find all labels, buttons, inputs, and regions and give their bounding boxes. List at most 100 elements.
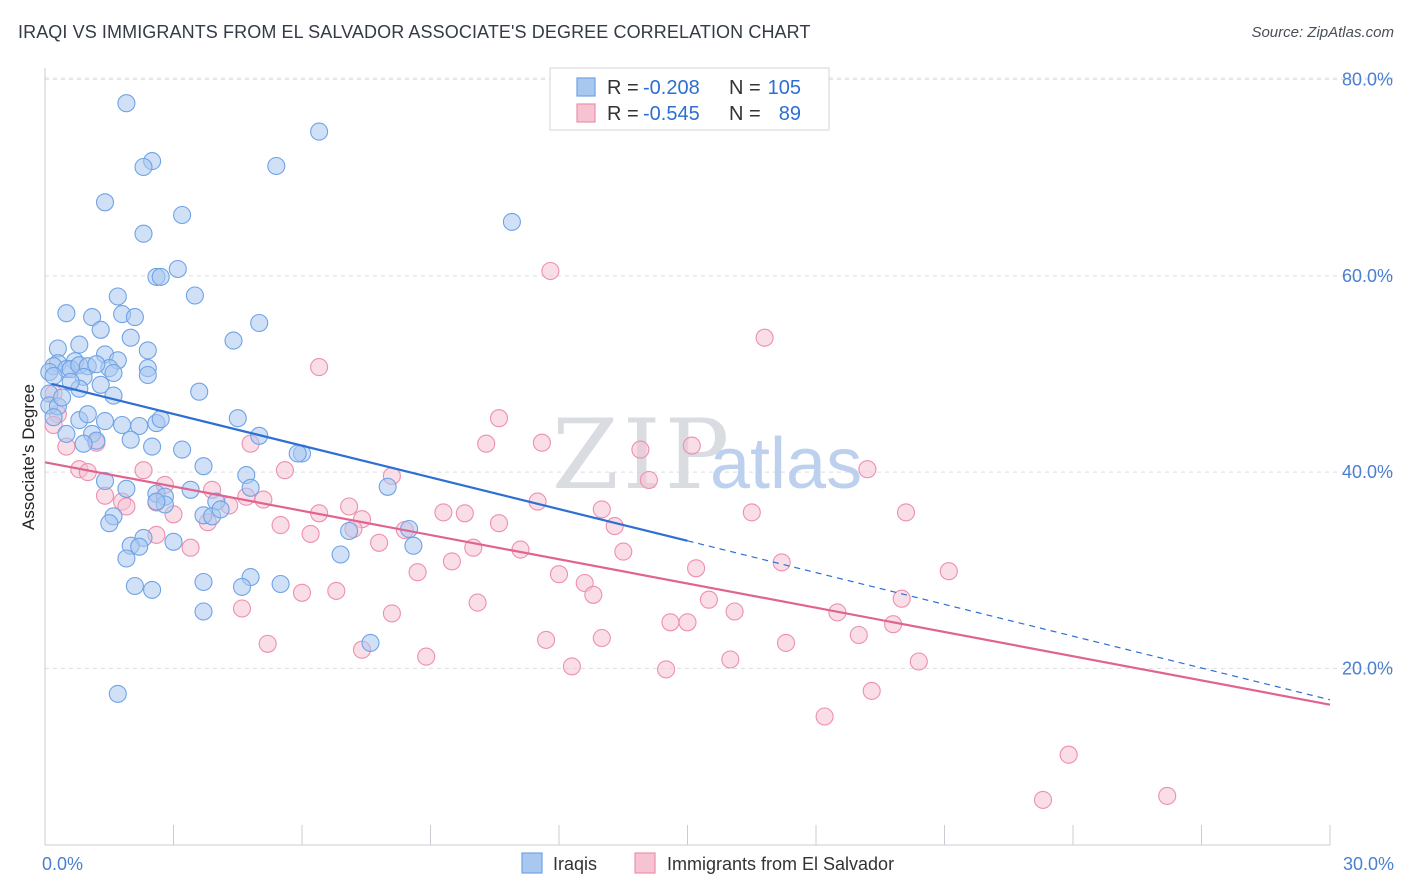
legend-label-iraqis: Iraqis (553, 854, 597, 874)
y-tick-label: 20.0% (1342, 658, 1393, 678)
series-el-salvador-points (44, 261, 1177, 809)
iraqis-point (168, 259, 187, 279)
iraqis-point (143, 580, 162, 599)
source-credit: Source: ZipAtlas.com (1251, 24, 1394, 41)
el-salvador-point (489, 409, 509, 428)
iraqis-point (57, 304, 76, 323)
iraqis-point (194, 457, 213, 476)
el-salvador-point (682, 436, 701, 455)
iraqis-point (125, 308, 144, 327)
iraqis-point (74, 434, 93, 453)
iraqis-point (44, 366, 63, 386)
el-salvador-point (477, 434, 496, 453)
y-tick-label: 80.0% (1342, 70, 1393, 90)
x-tick-labels: 0.0% 30.0% (42, 854, 1394, 874)
iraqis-point (361, 633, 380, 652)
el-salvador-point (1033, 790, 1053, 809)
iraqis-point (61, 372, 80, 391)
el-salvador-point (896, 503, 916, 522)
iraqis-point (147, 492, 166, 511)
el-salvador-point (408, 563, 427, 582)
el-salvador-point (301, 524, 320, 543)
legend-label-el-salvador: Immigrants from El Salvador (667, 854, 894, 874)
iraqis-point (117, 479, 136, 498)
el-salvador-point (340, 497, 359, 516)
iraqis-point (378, 477, 397, 496)
iraqis-point (224, 331, 243, 350)
stats-n-label-1: N = (729, 77, 761, 99)
el-salvador-point (181, 538, 200, 557)
iraqis-point (95, 412, 115, 431)
el-salvador-point (742, 503, 761, 522)
iraqis-point (95, 193, 115, 212)
iraqis-point (53, 388, 72, 407)
el-salvador-point (614, 542, 633, 561)
iraqis-point (95, 471, 115, 491)
el-salvador-point (489, 514, 509, 533)
iraqis-point (502, 212, 521, 231)
stats-r-value-1: -0.208 (643, 77, 700, 99)
iraqis-point (117, 94, 136, 113)
el-salvador-point (417, 647, 436, 666)
iraqis-point (331, 545, 350, 564)
stats-n-label-2: N = (729, 103, 761, 125)
el-salvador-point (699, 590, 718, 609)
el-salvador-point (232, 599, 252, 618)
iraqis-point (185, 286, 204, 305)
iraqis-point (173, 205, 192, 225)
trend-lines (44, 382, 1331, 706)
el-salvador-point (532, 433, 551, 452)
el-salvador-point (468, 593, 487, 612)
el-salvador-point (858, 460, 877, 479)
iraqis-trend-line (51, 382, 688, 542)
el-salvador-point (1158, 786, 1177, 805)
y-tick-label: 40.0% (1342, 462, 1393, 482)
iraqis-point (164, 532, 183, 551)
el-salvador-point (909, 652, 928, 671)
iraqis-point (78, 405, 97, 424)
el-salvador-point (434, 503, 453, 522)
iraqis-point (143, 437, 162, 456)
el-salvador-point (725, 602, 744, 621)
stats-r-value-2: -0.545 (643, 103, 700, 125)
el-salvador-point (292, 583, 312, 602)
iraqis-point (44, 408, 63, 427)
stats-box: R = -0.208 N = 105 R = -0.545 N = 89 (549, 67, 830, 131)
iraqis-point (232, 577, 252, 596)
iraqis-point (113, 415, 132, 435)
el-salvador-point (605, 517, 624, 536)
el-salvador-point (657, 660, 676, 679)
el-salvador-point (862, 681, 881, 700)
y-axis-title: Associate's Degree (19, 384, 38, 530)
iraqis-point (151, 267, 170, 286)
stats-swatch-blue (576, 77, 596, 97)
el-salvador-point (815, 707, 834, 726)
el-salvador-point (562, 657, 581, 676)
iraqis-point (108, 287, 127, 306)
iraqis-point (117, 549, 136, 568)
iraqis-point (211, 500, 230, 519)
iraqis-point (250, 313, 269, 333)
el-salvador-point (584, 585, 603, 604)
iraqis-point (173, 440, 192, 459)
iraqis-point (194, 602, 213, 621)
watermark: ZIP atlas (552, 399, 862, 511)
iraqis-point (121, 430, 140, 449)
el-salvador-point (549, 565, 569, 584)
iraqis-point (134, 157, 153, 177)
iraqis-point (310, 122, 329, 141)
el-salvador-point (271, 516, 290, 535)
el-salvador-point (442, 552, 461, 571)
iraqis-point (288, 444, 307, 463)
iraqis-point (121, 328, 140, 347)
stats-n-value-1: 105 (768, 77, 801, 99)
el-salvador-point (849, 625, 868, 645)
iraqis-point (138, 341, 157, 360)
iraqis-point (404, 536, 423, 555)
el-salvador-point (776, 633, 796, 652)
el-salvador-trend-line (44, 461, 1331, 706)
legend: Iraqis Immigrants from El Salvador (521, 852, 894, 874)
el-salvador-point (537, 630, 556, 649)
el-salvador-point (327, 581, 346, 600)
